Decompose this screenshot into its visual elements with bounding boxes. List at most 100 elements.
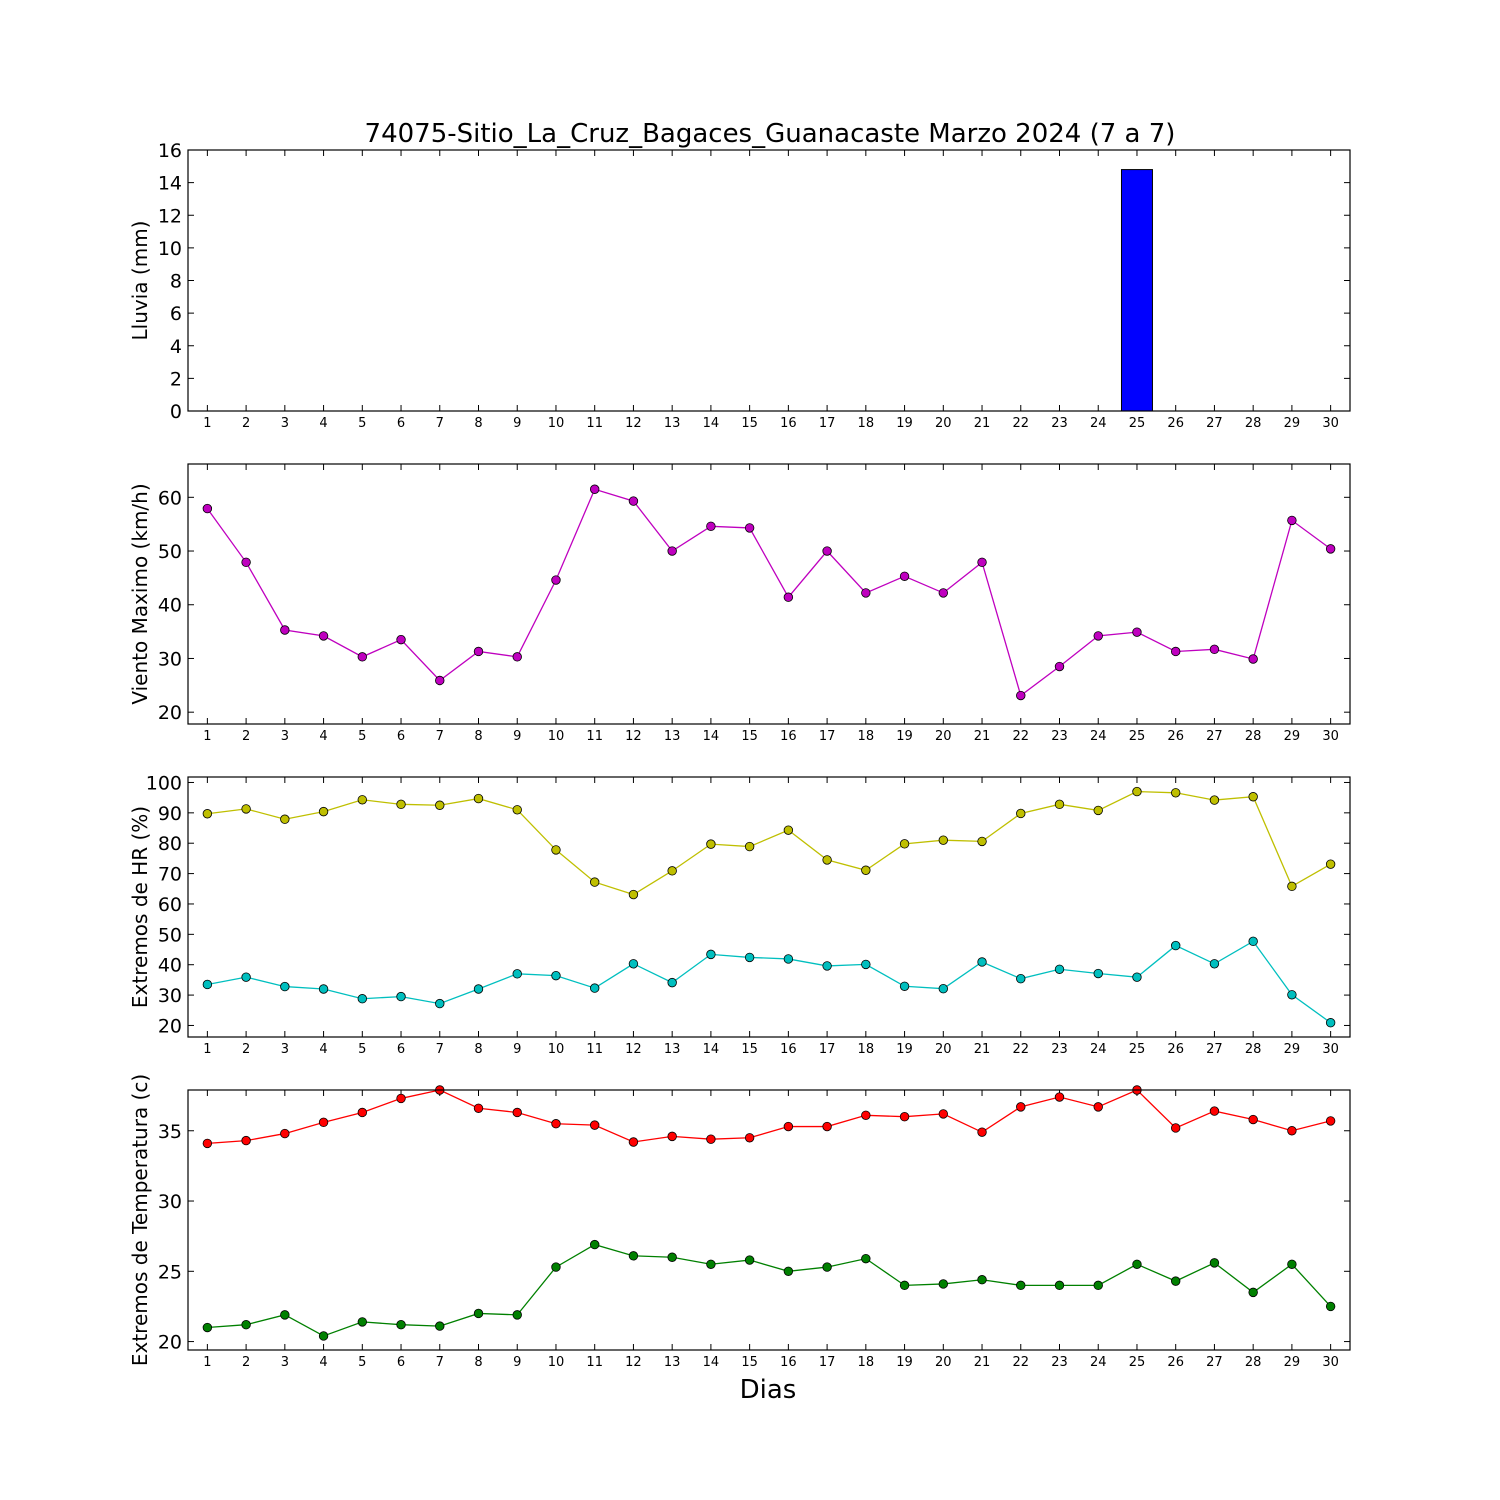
point-0-day-24	[1093, 805, 1103, 816]
x-tick-label: 5	[358, 1042, 366, 1057]
x-tick-label: 17	[819, 416, 836, 431]
x-tick-label: 15	[741, 729, 758, 744]
x-tick-label: 1	[203, 1042, 211, 1057]
point-0-day-1	[202, 1138, 213, 1149]
point-0-day-26	[1170, 788, 1181, 798]
point-0-day-11	[590, 877, 600, 887]
point-1-day-12	[628, 959, 639, 969]
x-tick-label: 1	[203, 416, 211, 431]
x-tick-label: 11	[586, 416, 603, 431]
point-0-day-7	[435, 675, 445, 686]
point-1-day-15	[744, 1255, 755, 1265]
x-tick-label: 28	[1245, 1042, 1262, 1057]
x-tick-label: 19	[896, 729, 913, 744]
x-axis-label: Dias	[740, 1375, 797, 1405]
point-1-day-14	[706, 1259, 716, 1269]
point-0-day-27	[1209, 795, 1220, 805]
point-1-day-2	[241, 1320, 251, 1330]
point-0-day-13	[667, 1131, 677, 1142]
point-1-day-13	[667, 1252, 677, 1262]
axes-frame	[187, 776, 1351, 1038]
point-0-day-14	[706, 521, 716, 532]
x-tick-label: 14	[703, 416, 720, 431]
point-1-day-22	[1016, 973, 1026, 984]
point-0-day-22	[1016, 1102, 1026, 1112]
x-tick-label: 4	[319, 1355, 327, 1370]
y-axis-label: Extremos de Temperatura (c)	[128, 1074, 152, 1366]
axes-frame	[187, 149, 1351, 412]
x-tick-label: 11	[586, 1355, 603, 1370]
x-tick-label: 20	[935, 1355, 952, 1370]
point-1-day-20	[938, 984, 949, 994]
x-tick-label: 23	[1051, 729, 1068, 744]
point-0-day-20	[938, 1109, 949, 1119]
point-0-day-26	[1170, 646, 1181, 657]
x-tick-label: 16	[780, 729, 797, 744]
point-1-day-18	[861, 959, 871, 970]
x-tick-label: 25	[1129, 729, 1146, 744]
point-0-day-6	[396, 634, 406, 645]
point-1-day-27	[1209, 959, 1220, 969]
x-tick-label: 28	[1245, 1355, 1262, 1370]
x-tick-label: 5	[358, 416, 366, 431]
point-0-day-7	[435, 800, 445, 810]
x-tick-label: 9	[513, 416, 521, 431]
point-0-day-6	[396, 1093, 406, 1104]
x-tick-label: 10	[548, 729, 565, 744]
x-tick-label: 3	[281, 1042, 289, 1057]
point-1-day-28	[1248, 936, 1258, 947]
x-tick-label: 10	[548, 416, 565, 431]
x-tick-label: 29	[1284, 1042, 1301, 1057]
point-0-day-16	[783, 592, 794, 602]
x-tick-label: 7	[436, 1042, 444, 1057]
point-1-day-26	[1170, 1276, 1181, 1286]
x-tick-label: 28	[1245, 729, 1262, 744]
point-0-day-5	[357, 652, 368, 662]
y-tick-label: 50	[158, 541, 182, 563]
y-tick-label: 40	[158, 955, 182, 977]
x-tick-label: 17	[819, 729, 836, 744]
point-0-day-3	[280, 814, 290, 824]
x-tick-label: 28	[1245, 416, 1262, 431]
point-0-day-15	[744, 1133, 755, 1143]
point-1-day-18	[861, 1253, 871, 1264]
point-0-day-8	[473, 793, 484, 804]
x-tick-label: 13	[664, 1042, 681, 1057]
x-tick-label: 30	[1322, 1042, 1339, 1057]
x-tick-label: 20	[935, 1042, 952, 1057]
point-0-day-3	[280, 625, 290, 635]
x-tick-label: 4	[319, 416, 327, 431]
x-tick-label: 8	[474, 1042, 482, 1057]
point-1-day-16	[783, 954, 794, 964]
y-axis-label: Extremos de HR (%)	[128, 806, 152, 1008]
x-tick-label: 29	[1284, 729, 1301, 744]
point-1-day-14	[706, 949, 716, 960]
point-1-day-4	[318, 1331, 329, 1341]
point-0-day-10	[551, 1119, 561, 1129]
point-0-day-30	[1325, 859, 1336, 869]
point-0-day-28	[1248, 1114, 1258, 1125]
x-tick-label: 5	[358, 729, 366, 744]
x-tick-label: 2	[242, 416, 250, 431]
point-0-day-25	[1132, 786, 1142, 797]
x-tick-label: 6	[397, 416, 405, 431]
point-1-day-5	[357, 994, 368, 1004]
point-1-day-9	[512, 1310, 522, 1320]
point-1-day-3	[280, 1310, 290, 1320]
y-tick-label: 35	[158, 1121, 182, 1143]
x-tick-label: 11	[586, 729, 603, 744]
point-1-day-24	[1093, 1280, 1103, 1291]
y-tick-label: 6	[170, 303, 182, 325]
x-tick-label: 24	[1090, 1042, 1107, 1057]
x-tick-label: 14	[703, 1355, 720, 1370]
x-tick-label: 16	[780, 1355, 797, 1370]
point-0-day-29	[1287, 1126, 1297, 1136]
y-tick-label: 4	[170, 336, 182, 358]
y-tick-label: 2	[170, 368, 182, 390]
point-0-day-8	[473, 646, 484, 657]
x-tick-label: 9	[513, 1042, 521, 1057]
point-0-day-20	[938, 588, 949, 598]
